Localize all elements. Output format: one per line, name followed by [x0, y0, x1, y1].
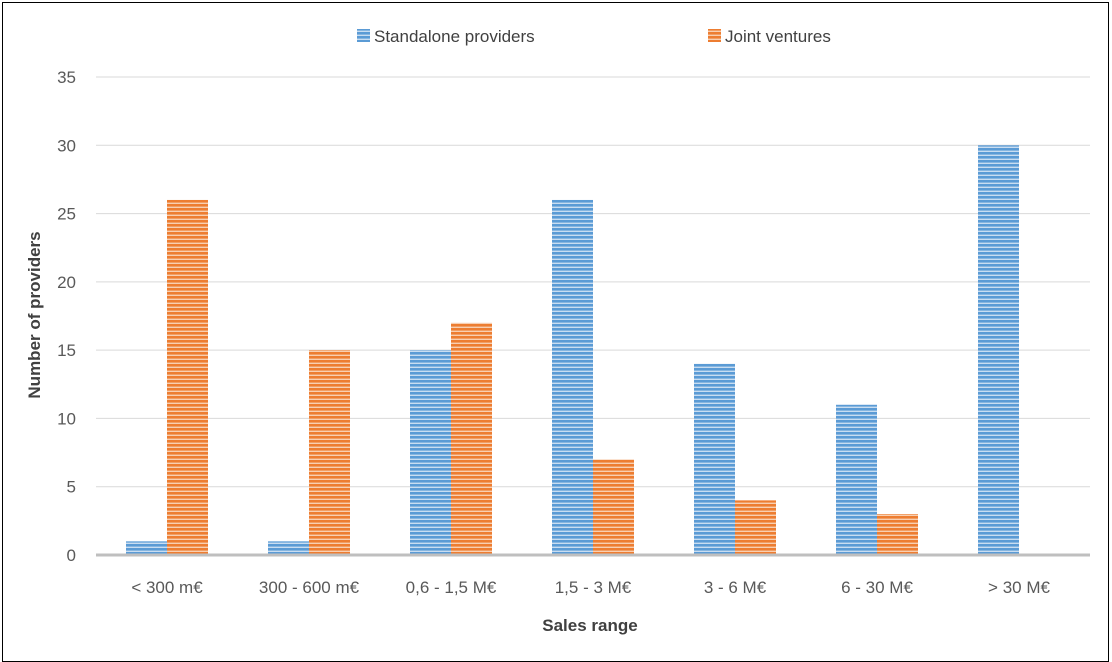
bar [877, 514, 918, 555]
y-tick-label: 30 [57, 136, 76, 155]
y-tick-label: 10 [57, 409, 76, 428]
bar [694, 363, 735, 555]
bar [978, 145, 1019, 556]
x-tick-label: 300 - 600 m€ [259, 578, 360, 597]
bar [836, 404, 877, 555]
bar-chart: 0 5 10 15 20 25 30 35 < 300 m€ 300 - 600 m€ 0,6 -… [25, 27, 1090, 635]
x-tick-label: < 300 m€ [131, 578, 203, 597]
bar [451, 322, 492, 555]
bar [735, 500, 776, 555]
bars [126, 145, 1019, 556]
y-axis-ticks: 0 5 10 15 20 25 30 35 [57, 68, 76, 565]
x-tick-label: 0,6 - 1,5 M€ [406, 578, 497, 597]
bar [268, 541, 309, 555]
y-tick-label: 25 [57, 205, 76, 224]
y-tick-label: 20 [57, 273, 76, 292]
bar [126, 541, 167, 555]
y-tick-label: 15 [57, 341, 76, 360]
legend-label: Standalone providers [374, 27, 535, 46]
legend-swatch [708, 29, 721, 42]
bar [309, 350, 350, 555]
legend-swatch [357, 29, 370, 42]
x-tick-label: > 30 M€ [988, 578, 1050, 597]
bar [552, 199, 593, 555]
y-tick-label: 5 [67, 478, 76, 497]
x-tick-label: 6 - 30 M€ [841, 578, 913, 597]
x-axis-ticks: < 300 m€ 300 - 600 m€ 0,6 - 1,5 M€ 1,5 - 3 … [131, 578, 1050, 597]
x-tick-label: 3 - 6 M€ [704, 578, 767, 597]
bar [410, 350, 451, 555]
x-tick-label: 1,5 - 3 M€ [555, 578, 632, 597]
y-axis-title: Number of providers [25, 231, 44, 398]
bar [167, 199, 208, 555]
y-tick-label: 0 [67, 546, 76, 565]
legend: Standalone providers Joint ventures [357, 27, 831, 46]
bar [593, 459, 634, 555]
x-axis-title: Sales range [542, 616, 637, 635]
gridlines [96, 76, 1090, 488]
legend-label: Joint ventures [725, 27, 831, 46]
y-tick-label: 35 [57, 68, 76, 87]
